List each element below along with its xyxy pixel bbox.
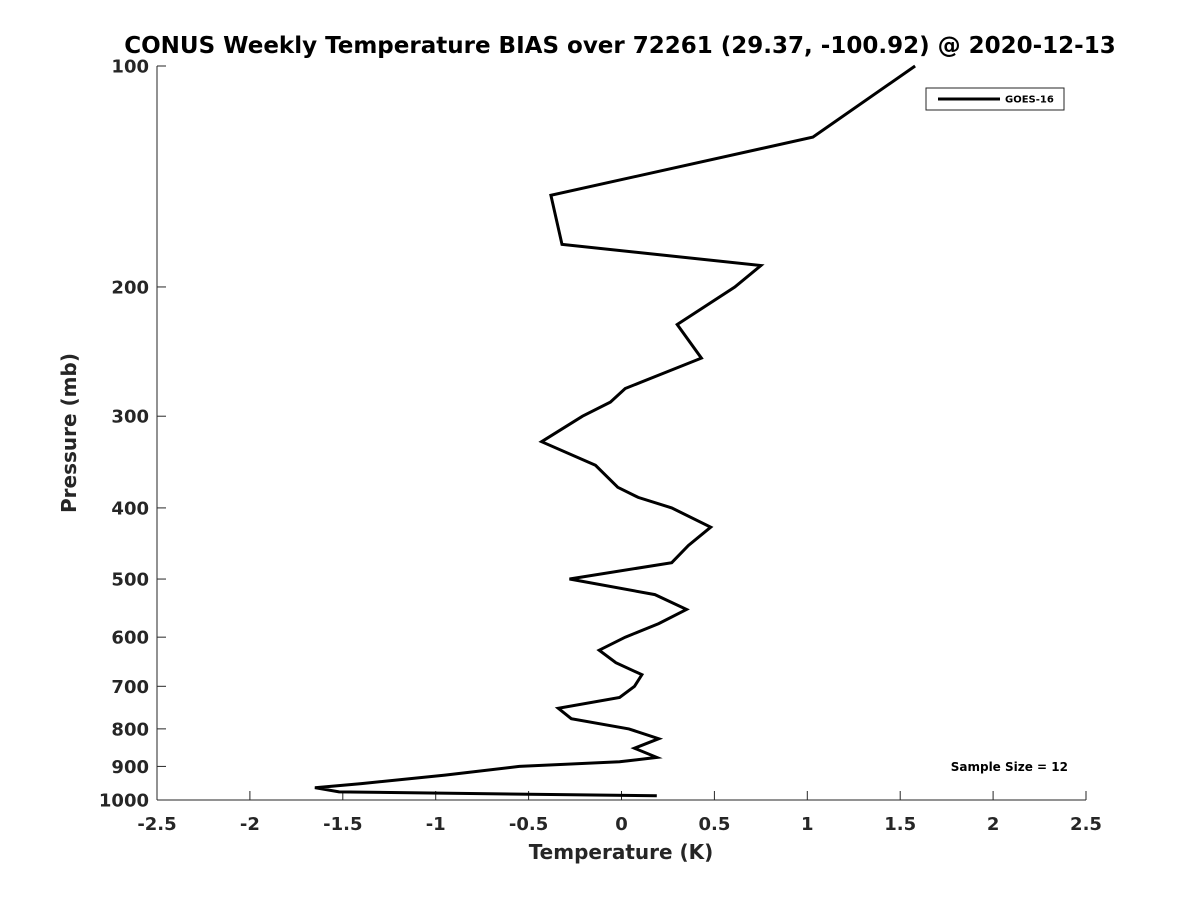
series-line-goes-16 [314, 64, 916, 798]
x-tick-label: -1 [426, 814, 446, 835]
axes [156, 66, 1086, 801]
y-ticks: 100 200 300 400 500 600 700 800 900 1000 [99, 57, 166, 812]
y-axis-label: Pressure (mb) [57, 353, 81, 513]
y-tick-label: 300 [111, 407, 149, 428]
legend: GOES-16 [925, 87, 1065, 111]
y-tick-label: 1000 [99, 791, 149, 812]
y-tick-label: 500 [111, 570, 149, 591]
x-tick-label: -0.5 [509, 814, 548, 835]
x-tick-label: 2.5 [1070, 814, 1102, 835]
x-tick-label: 0 [615, 814, 628, 835]
legend-label-goes-16: GOES-16 [1005, 95, 1054, 106]
x-axis-label: Temperature (K) [529, 840, 714, 864]
x-tick-label: 2 [987, 814, 1000, 835]
x-tick-label: 1.5 [884, 814, 916, 835]
y-tick-label: 900 [111, 757, 149, 778]
y-tick-label: 800 [111, 719, 149, 740]
y-tick-label: 600 [111, 628, 149, 649]
sample-size-annotation: Sample Size = 12 [951, 760, 1068, 774]
x-tick-label: -2.5 [137, 814, 176, 835]
x-tick-label: -2 [240, 814, 260, 835]
x-tick-label: 1 [801, 814, 814, 835]
series-layer [314, 64, 916, 798]
y-tick-label: 400 [111, 498, 149, 519]
chart-title: CONUS Weekly Temperature BIAS over 72261… [124, 33, 1115, 59]
x-ticks: -2.5 -2 -1.5 -1 -0.5 0 0.5 1 1.5 2 2.5 [137, 791, 1102, 835]
y-tick-label: 700 [111, 677, 149, 698]
x-tick-label: -1.5 [323, 814, 362, 835]
y-tick-label: 200 [111, 277, 149, 298]
y-tick-label: 100 [111, 57, 149, 78]
x-tick-label: 0.5 [698, 814, 730, 835]
